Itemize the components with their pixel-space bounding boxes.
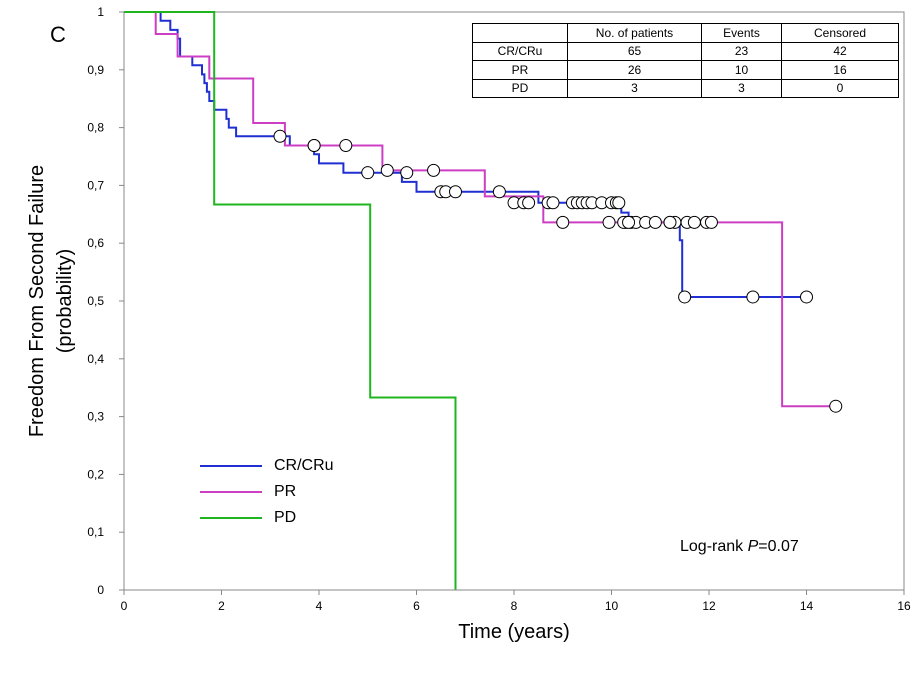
table-cell: CR/CRu xyxy=(472,41,568,61)
legend-swatch xyxy=(200,464,262,467)
censor-marker xyxy=(678,290,692,304)
table-cell: PR xyxy=(472,60,568,80)
legend-item-pd: PD xyxy=(200,509,296,527)
y-tick-label: 0,8 xyxy=(87,121,104,135)
x-tick-label: 6 xyxy=(413,599,420,613)
y-tick-label: 0,3 xyxy=(87,410,104,424)
legend-item-cr-cru: CR/CRu xyxy=(200,457,334,475)
censor-marker xyxy=(339,139,353,153)
plot-area xyxy=(123,11,905,591)
y-axis-label-line2: (probability) xyxy=(54,249,76,353)
y-tick-label: 0,1 xyxy=(87,525,104,539)
legend-label: PD xyxy=(274,509,297,526)
table-row: PD 3 3 0 xyxy=(472,78,899,98)
table-cell: 3 xyxy=(567,78,702,98)
logrank-p-symbol: P xyxy=(747,538,759,555)
censor-marker xyxy=(522,196,536,210)
x-tick-label: 2 xyxy=(218,599,225,613)
legend-item-pr: PR xyxy=(200,483,296,501)
x-tick-label: 12 xyxy=(702,599,716,613)
series-line-pd xyxy=(124,11,457,590)
table-cell: 23 xyxy=(701,41,782,61)
table-header-cell: Censored xyxy=(781,23,899,43)
legend-swatch xyxy=(200,490,262,493)
legend-label: CR/CRu xyxy=(274,457,334,474)
logrank-annotation: Log-rank P=0.07 xyxy=(680,538,799,556)
censor-marker xyxy=(546,196,560,210)
censor-marker xyxy=(361,166,375,180)
x-tick-label: 0 xyxy=(121,599,128,613)
x-axis-label: Time (years) xyxy=(458,621,569,643)
x-tick-label: 4 xyxy=(316,599,323,613)
table-header-row: No. of patients Events Censored xyxy=(472,23,899,43)
table-cell: 26 xyxy=(567,60,702,80)
y-axis-label-line1: Freedom From Second Failure xyxy=(26,165,48,437)
censor-marker xyxy=(307,139,321,153)
censor-marker xyxy=(687,215,701,229)
table-cell: 3 xyxy=(701,78,782,98)
y-tick-label: 0,2 xyxy=(87,467,104,481)
panel-label: C xyxy=(50,22,66,47)
patient-stats-table: No. of patients Events Censored CR/CRu 6… xyxy=(472,23,899,98)
y-tick-label: 1 xyxy=(97,5,104,19)
table-cell: 16 xyxy=(781,60,899,80)
censor-marker xyxy=(829,399,843,413)
censor-marker xyxy=(622,215,636,229)
y-tick-label: 0,5 xyxy=(87,294,104,308)
y-tick-label: 0,9 xyxy=(87,63,104,77)
censor-marker xyxy=(400,166,414,180)
logrank-prefix: Log-rank xyxy=(680,538,748,555)
x-tick-label: 10 xyxy=(605,599,619,613)
x-tick-label: 8 xyxy=(511,599,518,613)
y-tick-label: 0 xyxy=(97,583,104,597)
y-tick-label: 0,7 xyxy=(87,178,104,192)
table-header-cell: Events xyxy=(701,23,782,43)
censor-marker xyxy=(663,215,677,229)
legend-label: PR xyxy=(274,483,297,500)
censor-marker xyxy=(648,215,662,229)
logrank-value: =0.07 xyxy=(758,538,799,555)
axis-layer: 0 2 4 6 8 10 12 14 1600,10,20,30,40,50,60,70,80,… xyxy=(87,5,911,613)
censor-marker xyxy=(704,215,718,229)
censor-marker xyxy=(602,215,616,229)
censor-marker xyxy=(556,215,570,229)
censor-marker xyxy=(492,185,506,199)
table-cell: 10 xyxy=(701,60,782,80)
censor-marker xyxy=(800,290,813,304)
table-row: CR/CRu 65 23 42 xyxy=(472,41,899,61)
table-cell: 65 xyxy=(567,41,702,61)
table-row: PR 26 10 16 xyxy=(472,60,899,80)
censor-marker xyxy=(380,163,394,177)
table-cell: PD xyxy=(472,78,568,98)
censor-marker xyxy=(746,290,760,304)
y-tick-label: 0,6 xyxy=(87,236,104,250)
table-header-cell: No. of patients xyxy=(567,23,702,43)
censor-marker xyxy=(449,185,462,199)
censor-marker xyxy=(612,196,626,210)
x-tick-label: 16 xyxy=(897,599,911,613)
x-tick-label: 14 xyxy=(800,599,814,613)
censor-marker xyxy=(273,129,287,143)
y-tick-label: 0,4 xyxy=(87,352,104,366)
table-cell: 0 xyxy=(781,78,899,98)
censor-marker xyxy=(427,163,441,177)
table-header-cell xyxy=(472,23,568,43)
table-cell: 42 xyxy=(781,41,899,61)
legend-swatch xyxy=(200,516,262,519)
series-layer xyxy=(124,11,843,590)
